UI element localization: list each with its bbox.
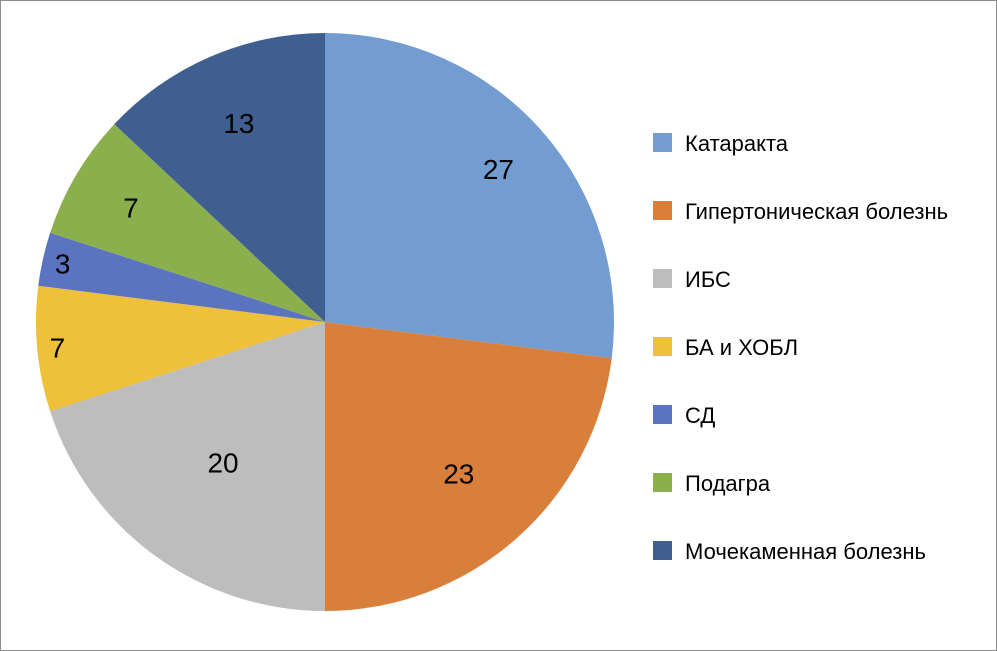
- legend-item-7: Мочекаменная болезнь: [653, 539, 926, 564]
- data-label-6: 7: [123, 192, 139, 223]
- legend-label: СД: [685, 403, 715, 428]
- legend-swatch: [653, 201, 672, 220]
- legend-swatch: [653, 133, 672, 152]
- data-label-2: 23: [443, 459, 474, 490]
- pie-slice-6: [50, 124, 326, 322]
- legend-item-4: БА и ХОБЛ: [653, 335, 798, 360]
- legend-item-2: Гипертоническая болезнь: [653, 199, 948, 224]
- pie-slice-1: [325, 33, 614, 359]
- legend-label: Катаракта: [685, 131, 789, 156]
- legend-swatch: [653, 473, 672, 492]
- legend-label: ИБС: [685, 267, 731, 292]
- pie-slice-4: [35, 285, 326, 412]
- data-label-3: 20: [207, 447, 238, 478]
- legend-swatch: [653, 337, 672, 356]
- legend-swatch: [653, 541, 672, 560]
- legend-label: Гипертоническая болезнь: [685, 199, 948, 224]
- legend-swatch: [653, 269, 672, 288]
- legend-label: БА и ХОБЛ: [685, 335, 798, 360]
- legend-swatch: [653, 405, 672, 424]
- data-label-7: 13: [223, 108, 254, 139]
- pie-data-labels: 27 23 20 7 3 7 13: [50, 108, 514, 490]
- legend-item-5: СД: [653, 403, 715, 428]
- legend-item-3: ИБС: [653, 267, 731, 292]
- legend-label: Подагра: [685, 471, 771, 496]
- legend-label: Мочекаменная болезнь: [685, 539, 926, 564]
- pie-slice-2: [325, 322, 612, 611]
- legend-item-1: Катаракта: [653, 131, 789, 156]
- pie-slices: [35, 32, 614, 611]
- data-label-5: 3: [55, 248, 71, 279]
- data-label-4: 7: [50, 332, 66, 363]
- pie-slice-5: [38, 232, 326, 322]
- legend-item-6: Подагра: [653, 471, 771, 496]
- legend: Катаракта Гипертоническая болезнь ИБС БА и …: [653, 131, 948, 564]
- pie-slice-3: [50, 322, 326, 611]
- pie-slice-7: [114, 32, 325, 322]
- data-label-1: 27: [483, 154, 514, 185]
